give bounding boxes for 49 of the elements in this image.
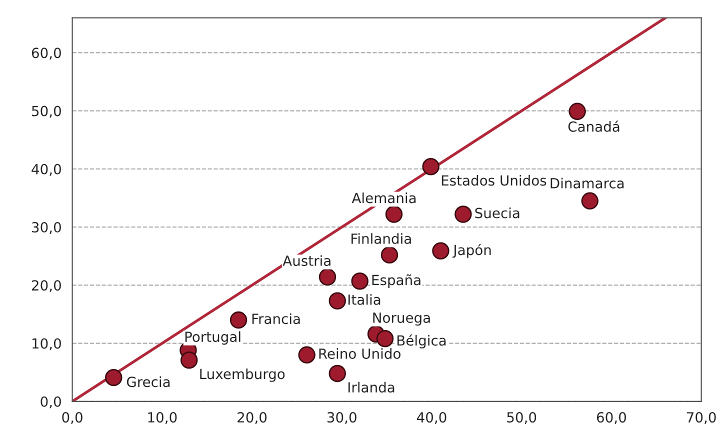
annotation: Grecia (126, 376, 170, 388)
annotation: Portugal (185, 331, 240, 345)
point (454, 206, 472, 223)
y-tick-label: 40,0 (32, 164, 61, 176)
annotation: Suecia (475, 208, 520, 218)
annotation: Irlanda (348, 382, 394, 393)
y-tick-label: 60,0 (32, 48, 61, 60)
annotation: Luxemburgo (200, 368, 285, 382)
annotation: Finlandia (352, 233, 411, 244)
annotation: Estados Unidos (442, 174, 546, 186)
x-tick-label: 50,0 (507, 412, 536, 424)
point (351, 272, 368, 290)
annotation: Dinamarca (550, 178, 624, 188)
point (180, 352, 198, 369)
x-tick-label: 30,0 (327, 412, 356, 424)
y-tick-label: 10,0 (32, 338, 61, 350)
x-tick-label: 70,0 (686, 412, 716, 424)
point (422, 158, 440, 176)
point (328, 364, 346, 382)
point (298, 346, 316, 364)
point (568, 102, 586, 120)
annotation: Japón (452, 244, 491, 258)
y-tick-label: 30,0 (32, 222, 61, 234)
y-tick-label: 50,0 (32, 106, 61, 118)
x-tick-label: 10,0 (148, 412, 177, 424)
point (581, 192, 598, 210)
point (328, 292, 346, 310)
y-tick-label: 0,0 (40, 396, 61, 408)
annotation: Noruega (373, 312, 430, 326)
point (318, 268, 336, 286)
point (385, 206, 403, 223)
annotation: Reino Unido (319, 348, 400, 359)
x-tick-label: 20,0 (238, 412, 267, 424)
x-tick-label: 0,0 (62, 412, 82, 424)
point (105, 368, 122, 386)
x-tick-label: 40,0 (416, 412, 446, 424)
x-tick-label: 60,0 (596, 412, 626, 424)
annotation: Austria (282, 255, 330, 266)
annotation: Alemania (352, 192, 416, 204)
point (380, 246, 398, 264)
annotation: Canadá (568, 120, 620, 132)
annotation: Francia (252, 313, 300, 324)
annotation: Bélgica (397, 334, 446, 348)
point (432, 242, 450, 260)
annotation: España (372, 274, 420, 288)
annotation: Italia (348, 294, 380, 305)
point (376, 330, 394, 348)
y-tick-label: 20,0 (32, 280, 61, 292)
point (230, 311, 248, 329)
